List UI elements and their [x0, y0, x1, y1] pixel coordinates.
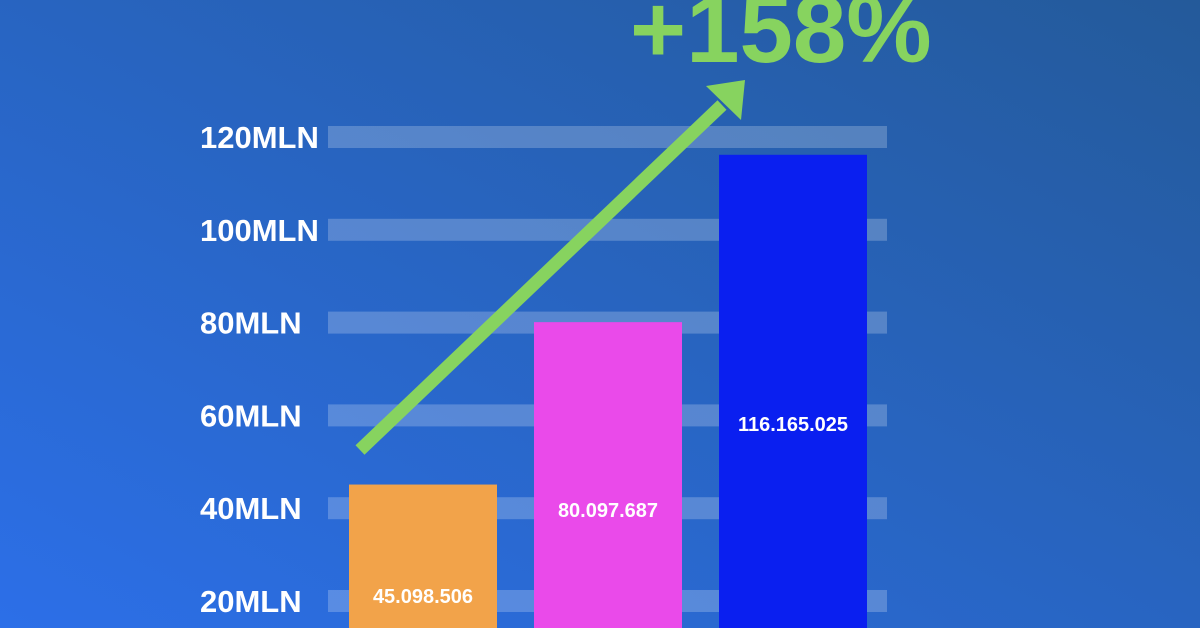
y-tick-label: 60MLN: [200, 398, 302, 433]
bars: [349, 154, 867, 628]
gridline: [328, 126, 887, 148]
bar: [349, 484, 497, 628]
bar-value-label: 45.098.506: [373, 586, 473, 608]
bar: [719, 154, 867, 628]
y-tick-label: 80MLN: [200, 306, 302, 341]
bar-value-label: 116.165.025: [738, 414, 848, 436]
y-axis-tick-labels: 20MLN 40MLN 60MLN 80MLN 100MLN 120MLN: [200, 120, 319, 619]
arrow-shaft: [355, 100, 727, 455]
growth-headline: +158%: [630, 0, 932, 83]
bar-value-label: 80.097.687: [558, 500, 658, 522]
y-tick-label: 120MLN: [200, 120, 319, 155]
arrow-head: [706, 80, 745, 120]
y-tick-label: 20MLN: [200, 584, 302, 619]
y-tick-label: 100MLN: [200, 213, 319, 248]
y-tick-label: 40MLN: [200, 491, 302, 526]
growth-arrow: [355, 80, 745, 455]
bar: [534, 322, 682, 628]
bar-value-labels: 45.098.506 80.097.687 116.165.025: [373, 414, 848, 608]
